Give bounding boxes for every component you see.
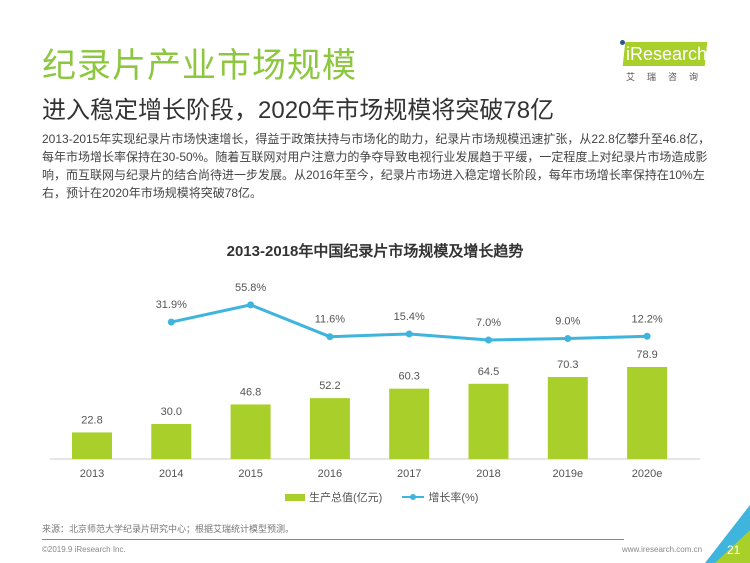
chart-title: 2013-2018年中国纪录片市场规模及增长趋势 <box>226 243 524 260</box>
x-tick-label: 2016 <box>318 468 342 480</box>
growth-point-2020e <box>643 332 651 340</box>
x-tick-label: 2014 <box>159 468 183 480</box>
growth-value-label: 12.2% <box>631 313 662 325</box>
website-url: www.iresearch.com.cn <box>622 545 703 554</box>
bar-2017 <box>389 388 430 459</box>
bar-value-label: 60.3 <box>398 371 419 383</box>
bar-2015 <box>230 404 271 459</box>
growth-point-2018 <box>485 336 492 344</box>
logo-text: iResearch <box>626 44 708 64</box>
growth-point-2014 <box>167 318 175 326</box>
bar-value-label: 70.3 <box>557 359 578 371</box>
legend-bar-label: 生产总值(亿元) <box>309 492 383 504</box>
description-text: 2013-2015年实现纪录片市场快速增长，得益于政策扶持与市场化的助力，纪录片… <box>42 132 711 200</box>
legend-line-label: 增长率(%) <box>428 492 479 504</box>
page-subtitle: 进入稳定增长阶段，2020年市场规模将突破78亿 <box>42 97 555 124</box>
x-tick-label: 2017 <box>397 468 421 480</box>
growth-point-2017 <box>405 330 413 338</box>
page-title: 纪录片产业市场规模 <box>42 47 357 85</box>
iresearch-logo: iResearch 艾瑞咨询 <box>620 38 710 83</box>
bar-value-label: 22.8 <box>81 414 102 426</box>
page-number: 21 <box>727 543 741 557</box>
source-note: 来源：北京师范大学纪录片研究中心；根据艾瑞统计模型预测。 <box>42 524 295 534</box>
growth-point-2016 <box>326 333 334 341</box>
growth-value-label: 7.0% <box>476 317 501 329</box>
bar-2019e <box>547 377 588 459</box>
copyright: ©2019.9 iResearch Inc. <box>42 545 126 554</box>
x-tick-label: 2015 <box>238 468 262 480</box>
bar-2016 <box>309 398 350 459</box>
bar-value-label: 78.9 <box>636 349 657 361</box>
bar-2018 <box>468 383 509 459</box>
legend-line-swatch <box>402 494 425 500</box>
growth-value-label: 11.6% <box>315 314 346 326</box>
x-tick-label: 2019e <box>553 468 584 480</box>
logo-dot-icon <box>620 40 625 45</box>
x-tick-label: 2013 <box>80 468 104 480</box>
x-tick-label: 2020e <box>632 468 663 480</box>
chart-area: 22.8 2013 30.0 2014 46.8 2015 52.2 2016 60.3 2017… <box>50 282 700 480</box>
corner-decoration <box>705 505 750 563</box>
logo-cn-text: 艾瑞咨询 <box>626 72 711 82</box>
bar-2013 <box>72 432 112 459</box>
bar-2020e <box>627 367 668 459</box>
growth-value-label: 31.9% <box>156 299 187 311</box>
bar-value-label: 52.2 <box>319 380 340 392</box>
chart-legend: 生产总值(亿元) 增长率(%) <box>285 489 478 505</box>
legend-bar-swatch <box>285 493 305 501</box>
bar-value-label: 64.5 <box>478 366 499 378</box>
footer-divider <box>42 539 624 540</box>
growth-value-label: 55.8% <box>235 282 266 294</box>
growth-value-label: 15.4% <box>394 311 425 323</box>
x-tick-label: 2018 <box>476 468 500 480</box>
bar-value-label: 30.0 <box>161 406 182 418</box>
bar-value-label: 46.8 <box>240 386 261 398</box>
growth-point-2015 <box>247 301 255 309</box>
bar-2014 <box>151 424 192 459</box>
growth-value-label: 9.0% <box>555 316 580 328</box>
growth-point-2019e <box>564 335 572 343</box>
